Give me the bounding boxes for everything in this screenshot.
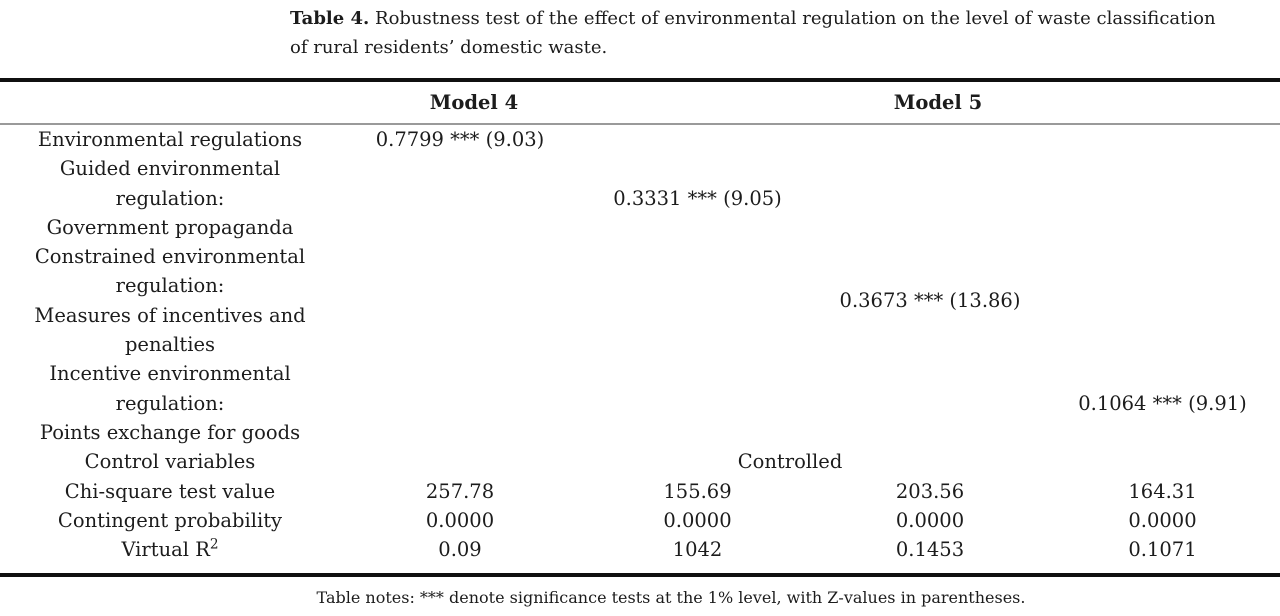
header-empty-cell	[0, 80, 340, 125]
row-label: Guided environmental regulation: Governm…	[46, 157, 294, 239]
column-header-model-4: Model 4	[340, 80, 580, 125]
table-cell	[580, 242, 815, 359]
table-caption-label: Table 4.	[290, 8, 370, 29]
table-cell: 0.0000	[1128, 508, 1197, 532]
table-cell: 0.7799 *** (9.03)	[375, 128, 545, 151]
row-label: Contingent probability	[57, 508, 283, 532]
table-cell	[1045, 154, 1280, 242]
header-empty-cell	[580, 80, 815, 125]
table-row-control-variables: Control variables Controlled	[0, 447, 1280, 476]
table-row-incentive-environmental-regulation: Incentive environmental regulation: Poin…	[0, 359, 1280, 447]
table-cell	[340, 359, 580, 447]
table-cell	[815, 359, 1045, 447]
table-cell: 164.31	[1128, 479, 1197, 503]
table-row-chi-square-test-value: Chi-square test value 257.78 155.69 203.…	[0, 477, 1280, 506]
table-cell: 0.0000	[663, 508, 732, 532]
header-empty-cell	[1045, 80, 1280, 125]
table-cell	[580, 124, 815, 154]
table-caption: Table 4. Robustness test of the effect o…	[290, 4, 1280, 62]
table-row-contingent-probability: Contingent probability 0.0000 0.0000 0.0…	[0, 506, 1280, 535]
header-row: Model 4 Model 5	[0, 80, 1280, 125]
table-row-environmental-regulations: Environmental regulations 0.7799 *** (9.…	[0, 124, 1280, 154]
table-cell	[815, 154, 1045, 242]
row-label: Constrained environmental regulation: Me…	[34, 245, 306, 357]
row-label: Chi-square test value	[64, 479, 276, 503]
column-header-model-5: Model 5	[815, 80, 1045, 125]
table-caption-text-line2: of rural residents’ domestic waste.	[290, 37, 608, 58]
table-cell: 0.0000	[895, 508, 965, 532]
table-row-guided-environmental-regulation: Guided environmental regulation: Governm…	[0, 154, 1280, 242]
superscript-2: 2	[209, 536, 219, 553]
table-row-constrained-environmental-regulation: Constrained environmental regulation: Me…	[0, 242, 1280, 359]
table-cell: 0.0000	[425, 508, 495, 532]
table-cell: 1042	[672, 538, 723, 562]
row-label: Incentive environmental regulation: Poin…	[39, 362, 301, 444]
table-row-virtual-r2: Virtual R2 0.09 1042 0.1453 0.1071	[0, 535, 1280, 575]
table-cell	[340, 242, 580, 359]
row-label: Control variables	[84, 450, 256, 474]
row-label: Environmental regulations	[37, 128, 303, 151]
table-cell	[1045, 124, 1280, 154]
table-cell: 155.69	[663, 479, 732, 503]
table-cell: 0.3331 *** (9.05)	[613, 186, 782, 210]
table-cell: 0.1453	[895, 538, 965, 562]
table-footnote: Table notes: *** denote significance tes…	[316, 588, 1026, 607]
table-cell	[340, 154, 580, 242]
table-cell	[815, 124, 1045, 154]
table-cell-controlled: Controlled	[737, 450, 843, 474]
table-cell	[580, 359, 815, 447]
table-cell: 0.09	[438, 538, 482, 562]
table-cell: 0.1071	[1128, 538, 1197, 562]
table-cell: 257.78	[425, 479, 495, 503]
table-cell	[1045, 242, 1280, 359]
table-cell: 203.56	[895, 479, 965, 503]
table-caption-text-line1: Robustness test of the effect of environ…	[375, 8, 1216, 29]
robustness-table: Model 4 Model 5 Environmental regulation…	[0, 78, 1280, 578]
table-cell: 0.1064 *** (9.91)	[1078, 391, 1247, 415]
table-cell: 0.3673 *** (13.86)	[839, 289, 1021, 313]
row-label: Virtual R2	[121, 536, 219, 562]
